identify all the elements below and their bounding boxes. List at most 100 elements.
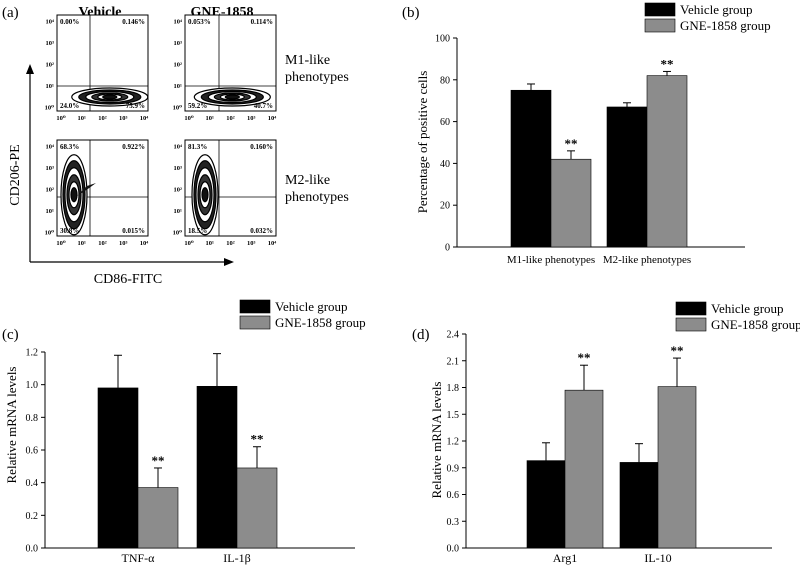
y-tick-label: 80	[440, 75, 450, 86]
contour-ring	[102, 94, 118, 100]
flow-x-tick-label: 10⁴	[140, 115, 149, 122]
chart-b: 0 20 40 60 80 100 Percentage of positive cells…	[415, 2, 771, 266]
y-tick-label: 0.8	[26, 413, 39, 424]
legend-label-vehicle: Vehicle group	[275, 299, 348, 314]
y-tick-label: 0	[445, 243, 450, 254]
contour-ring	[224, 94, 240, 100]
y-tick-label: 2.1	[447, 356, 460, 367]
panel-label-c: (c)	[2, 327, 19, 343]
flow-y-tick-label: 10³	[174, 40, 183, 47]
bar-vehicle	[196, 385, 238, 549]
y-tick-label: 60	[440, 117, 450, 128]
flow-y-tick-label: 10³	[46, 40, 55, 47]
flow-x-tick-label: 10³	[119, 240, 128, 247]
quadrant-ll-percent: 24.0%	[60, 102, 79, 110]
flow-x-tick-label: 10³	[247, 115, 256, 122]
bar-gne	[236, 467, 278, 549]
y-tick-label: 0.6	[26, 446, 39, 457]
significance-marker: **	[671, 343, 684, 358]
quadrant-lr-percent: 0.015%	[122, 227, 145, 235]
y-tick-label: 0.4	[26, 478, 39, 489]
quadrant-ur-percent: 0.114%	[251, 18, 273, 26]
quadrant-lr-percent: 40.7%	[254, 102, 273, 110]
y-tick-label: 20	[440, 201, 450, 212]
flow-row-label-m2-line1: M2-like	[285, 173, 330, 188]
panel-label-a: (a)	[2, 5, 19, 21]
flow-plot-m1-gne: 0.053% 0.114% 59.2% 40.7% 10⁴ 10³ 10² 10¹ 10⁰10⁰…	[173, 14, 277, 122]
quadrant-ur-percent: 0.146%	[122, 18, 145, 26]
bar-gne	[657, 386, 697, 549]
y-tick-label: 1.2	[26, 348, 39, 359]
bar-vehicle	[97, 387, 139, 549]
flow-y-tick-label: 10⁴	[46, 19, 55, 26]
flow-x-tick-label: 10⁰	[184, 115, 194, 122]
y-tick-label: 100	[435, 34, 450, 45]
legend-label-gne: GNE-1858 group	[711, 317, 800, 332]
flow-y-tick-label: 10⁰	[173, 105, 183, 112]
y-tick-label: 1.2	[447, 437, 460, 448]
flow-x-tick-label: 10¹	[78, 240, 87, 247]
quadrant-ll-percent: 18.5%	[188, 227, 207, 235]
flow-row-label-m2-line2: phenotypes	[285, 190, 349, 205]
flow-cytometry-panel: Vehicle GNE-1858 M1-like phenotypes M2-l…	[8, 5, 349, 287]
chart-d: 0.0 0.3 0.6 0.9 1.2 1.5 1.8 2.1 2.4 Relative mRNA…	[429, 301, 800, 565]
flow-x-tick-label: 10⁰	[56, 115, 66, 122]
legend-swatch-vehicle	[239, 299, 271, 314]
quadrant-lr-percent: 75.9%	[126, 102, 145, 110]
legend-swatch-gne	[644, 18, 676, 33]
bar-vehicle	[606, 106, 648, 248]
flow-y-tick-label: 10⁰	[45, 230, 55, 237]
flow-x-tick-label: 10⁰	[56, 240, 66, 247]
flow-y-tick-label: 10¹	[174, 83, 183, 90]
quadrant-ul-percent: 0.053%	[188, 18, 211, 26]
flow-x-tick-label: 10²	[98, 115, 107, 122]
y-tick-label: 0.0	[447, 544, 460, 555]
legend-swatch-gne	[239, 315, 271, 330]
flow-x-tick-label: 10⁴	[268, 115, 277, 122]
significance-marker: **	[661, 56, 674, 71]
flow-y-tick-label: 10¹	[46, 83, 55, 90]
category-label: M1-like phenotypes	[507, 254, 595, 266]
flow-x-tick-label: 10¹	[206, 240, 215, 247]
flow-x-axis-label: CD86-FITC	[94, 272, 162, 287]
flow-y-tick-label: 10⁴	[46, 144, 55, 151]
category-label: M2-like phenotypes	[603, 254, 691, 266]
bar-gne	[646, 75, 688, 248]
flow-x-tick-label: 10³	[119, 115, 128, 122]
flow-y-tick-label: 10⁰	[45, 105, 55, 112]
quadrant-ul-percent: 81.3%	[188, 143, 207, 151]
y-tick-label: 1.0	[26, 380, 39, 391]
flow-x-tick-label: 10⁴	[268, 240, 277, 247]
flow-x-tick-label: 10¹	[78, 115, 87, 122]
quadrant-ur-percent: 0.160%	[250, 143, 273, 151]
flow-y-tick-label: 10²	[46, 187, 55, 194]
flow-x-tick-label: 10²	[226, 240, 235, 247]
flow-x-tick-label: 10⁴	[140, 240, 149, 247]
y-axis-label: Percentage of positive cells	[415, 71, 430, 214]
flow-x-tick-label: 10³	[247, 240, 256, 247]
category-label: IL-10	[644, 551, 671, 565]
legend-swatch-vehicle	[644, 2, 676, 17]
flow-plot-m2-vehicle: 68.3% 0.922% 30.8% 0.015% 10⁴ 10³ 10² 10¹ 10⁰10⁰…	[45, 139, 149, 247]
y-tick-label: 2.4	[447, 330, 460, 341]
quadrant-ur-percent: 0.922%	[122, 143, 145, 151]
bar-gne	[564, 389, 604, 549]
quadrant-ll-percent: 59.2%	[188, 102, 207, 110]
flow-y-tick-label: 10²	[174, 187, 183, 194]
flow-x-tick-label: 10²	[226, 115, 235, 122]
legend-swatch-gne	[675, 317, 707, 332]
bar-gne	[550, 158, 592, 248]
y-tick-label: 1.5	[447, 410, 460, 421]
quadrant-ll-percent: 30.8%	[60, 227, 79, 235]
y-tick-label: 0.0	[26, 544, 39, 555]
flow-x-tick-label: 10²	[98, 240, 107, 247]
chart-c: 0.0 0.2 0.4 0.6 0.8 1.0 1.2 Relative mRNA level…	[4, 299, 366, 565]
y-tick-label: 0.9	[447, 463, 460, 474]
flow-x-tick-label: 10¹	[206, 115, 215, 122]
legend-swatch-vehicle	[675, 301, 707, 316]
significance-marker: **	[565, 136, 578, 151]
flow-y-axis-label: CD206-PE	[8, 144, 23, 205]
bar-vehicle	[526, 460, 566, 549]
